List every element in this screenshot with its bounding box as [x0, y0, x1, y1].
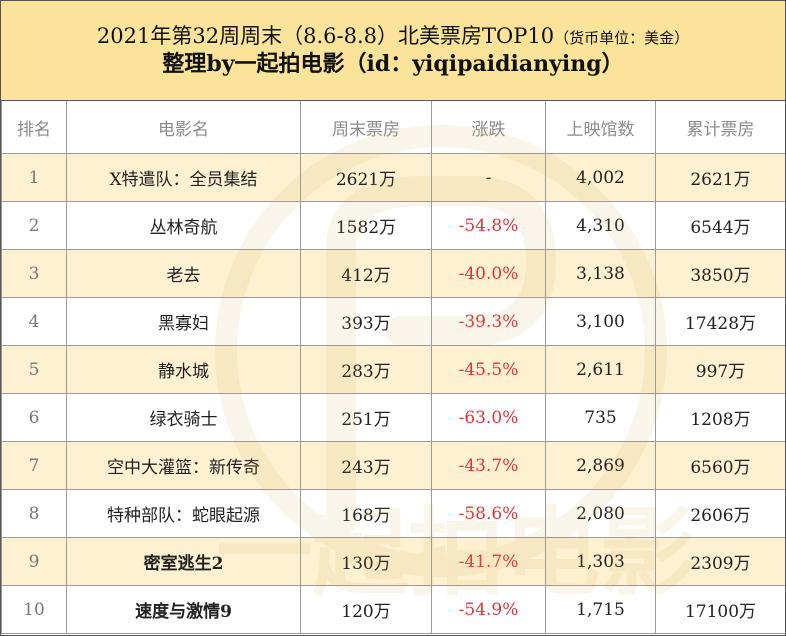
cell-total: 2606万	[655, 489, 785, 538]
cell-rank: 8	[1, 489, 67, 538]
cell-theaters: 735	[545, 393, 656, 442]
cell-change: -43.7%	[431, 441, 546, 490]
page-title: 2021年第32周周末（8.6-8.8）北美票房TOP10	[96, 23, 555, 48]
cell-rank: 4	[1, 297, 67, 346]
table-row: 6 绿衣骑士 251万 -63.0% 735 1208万	[1, 393, 785, 442]
cell-change: -63.0%	[431, 393, 546, 442]
column-header-rank: 排名	[1, 101, 67, 154]
cell-theaters: 1,303	[545, 537, 656, 586]
cell-title: 丛林奇航	[66, 201, 301, 250]
cell-theaters: 4,002	[545, 153, 656, 202]
cell-title: 速度与激情9	[66, 585, 301, 634]
table-row: 8 特种部队：蛇眼起源 168万 -58.6% 2,080 2606万	[1, 489, 785, 538]
cell-theaters: 2,611	[545, 345, 656, 394]
table-row: 9 密室逃生2 130万 -41.7% 1,303 2309万	[1, 537, 785, 586]
table-row: 1 X特遣队：全员集结 2621万 - 4,002 2621万	[1, 153, 785, 202]
cell-change: -58.6%	[431, 489, 546, 538]
cell-rank: 1	[1, 153, 67, 202]
cell-total: 6560万	[655, 441, 785, 490]
box-office-table: 排名 电影名 周末票房 涨跌 上映馆数 累计票房 1 X特遣队：全员集结 262…	[1, 101, 785, 634]
cell-theaters: 2,869	[545, 441, 656, 490]
cell-rank: 6	[1, 393, 67, 442]
cell-weekend: 168万	[300, 489, 432, 538]
cell-theaters: 4,310	[545, 201, 656, 250]
cell-rank: 7	[1, 441, 67, 490]
title-line: 2021年第32周周末（8.6-8.8）北美票房TOP10（货币单位：美金）	[97, 23, 689, 49]
cell-change: -40.0%	[431, 249, 546, 298]
column-header-change: 涨跌	[431, 101, 546, 154]
cell-rank: 5	[1, 345, 67, 394]
cell-weekend: 1582万	[300, 201, 432, 250]
column-header-total: 累计票房	[655, 101, 785, 154]
table-row: 2 丛林奇航 1582万 -54.8% 4,310 6544万	[1, 201, 785, 250]
cell-title: X特遣队：全员集结	[66, 153, 301, 202]
currency-note: （货币单位：美金）	[554, 28, 690, 47]
cell-total: 17428万	[655, 297, 785, 346]
table-row: 3 老去 412万 -40.0% 3,138 3850万	[1, 249, 785, 298]
cell-change: -54.9%	[431, 585, 546, 634]
cell-title: 老去	[66, 249, 301, 298]
cell-total: 2309万	[655, 537, 785, 586]
cell-weekend: 393万	[300, 297, 432, 346]
cell-weekend: 283万	[300, 345, 432, 394]
cell-theaters: 3,100	[545, 297, 656, 346]
cell-rank: 2	[1, 201, 67, 250]
cell-total: 2621万	[655, 153, 785, 202]
page-subtitle: 整理by一起拍电影（id：yiqipaidianying）	[162, 50, 624, 77]
cell-change: -	[431, 153, 546, 202]
cell-change: -39.3%	[431, 297, 546, 346]
cell-total: 17100万	[655, 585, 785, 634]
cell-theaters: 1,715	[545, 585, 656, 634]
cell-theaters: 3,138	[545, 249, 656, 298]
table-row: 10 速度与激情9 120万 -54.9% 1,715 17100万	[1, 585, 785, 634]
cell-weekend: 412万	[300, 249, 432, 298]
cell-title: 绿衣骑士	[66, 393, 301, 442]
column-header-weekend: 周末票房	[300, 101, 432, 154]
cell-title: 特种部队：蛇眼起源	[66, 489, 301, 538]
cell-weekend: 251万	[300, 393, 432, 442]
cell-change: -54.8%	[431, 201, 546, 250]
cell-rank: 10	[1, 585, 67, 634]
cell-title: 静水城	[66, 345, 301, 394]
cell-change: -41.7%	[431, 537, 546, 586]
cell-rank: 3	[1, 249, 67, 298]
cell-rank: 9	[1, 537, 67, 586]
table-header-row: 排名 电影名 周末票房 涨跌 上映馆数 累计票房	[1, 101, 785, 154]
column-header-title: 电影名	[66, 101, 301, 154]
header: 2021年第32周周末（8.6-8.8）北美票房TOP10（货币单位：美金） 整…	[1, 1, 785, 101]
cell-total: 1208万	[655, 393, 785, 442]
table-row: 4 黑寡妇 393万 -39.3% 3,100 17428万	[1, 297, 785, 346]
cell-theaters: 2,080	[545, 489, 656, 538]
cell-title: 空中大灌篮：新传奇	[66, 441, 301, 490]
table-row: 7 空中大灌篮：新传奇 243万 -43.7% 2,869 6560万	[1, 441, 785, 490]
cell-weekend: 243万	[300, 441, 432, 490]
cell-weekend: 130万	[300, 537, 432, 586]
cell-title: 黑寡妇	[66, 297, 301, 346]
cell-title: 密室逃生2	[66, 537, 301, 586]
cell-total: 6544万	[655, 201, 785, 250]
table-row: 5 静水城 283万 -45.5% 2,611 997万	[1, 345, 785, 394]
cell-weekend: 120万	[300, 585, 432, 634]
cell-total: 997万	[655, 345, 785, 394]
cell-total: 3850万	[655, 249, 785, 298]
column-header-theaters: 上映馆数	[545, 101, 656, 154]
cell-change: -45.5%	[431, 345, 546, 394]
cell-weekend: 2621万	[300, 153, 432, 202]
